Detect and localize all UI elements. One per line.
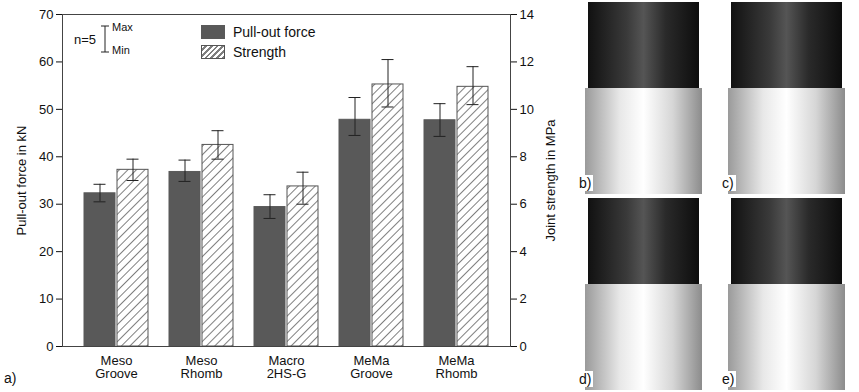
html-text:Strength: Strength — [233, 44, 286, 60]
svg-text:70: 70 — [39, 7, 53, 22]
html-text:e): e) — [722, 371, 735, 387]
svg-text:12: 12 — [520, 54, 534, 69]
html-text:Max: Max — [112, 21, 133, 33]
svg-text:14: 14 — [520, 7, 534, 22]
svg-text:MesoGroove: MesoGroove — [95, 353, 138, 381]
html-text:a): a) — [4, 370, 17, 386]
html-text:n=5: n=5 — [74, 31, 97, 47]
html-text:b): b) — [579, 175, 592, 191]
html-text:c): c) — [722, 175, 734, 191]
svg-text:10: 10 — [39, 291, 53, 306]
svg-text:60: 60 — [39, 54, 53, 69]
html-text:Min: Min — [112, 44, 130, 56]
svg-text:40: 40 — [39, 149, 53, 164]
svg-text:Macro2HS-G: Macro2HS-G — [267, 353, 307, 381]
svg-text:20: 20 — [39, 244, 53, 259]
svg-text:2: 2 — [520, 291, 527, 306]
svg-text:MeMaRhomb: MeMaRhomb — [436, 353, 478, 381]
svg-text:30: 30 — [39, 196, 53, 211]
svg-text:6: 6 — [520, 196, 527, 211]
svg-text:MeMaGroove: MeMaGroove — [350, 353, 393, 381]
svg-text:10: 10 — [520, 102, 534, 117]
svg-text:MesoRhomb: MesoRhomb — [181, 353, 223, 381]
svg-text:4: 4 — [520, 244, 527, 259]
svg-text:0: 0 — [46, 339, 53, 354]
svg-text:Pull-out force in kN: Pull-out force in kN — [14, 126, 29, 236]
html-text:Pull-out force: Pull-out force — [233, 24, 316, 40]
svg-text:0: 0 — [520, 339, 527, 354]
svg-text:Joint strength in MPa: Joint strength in MPa — [543, 119, 558, 242]
svg-text:8: 8 — [520, 149, 527, 164]
svg-text:50: 50 — [39, 102, 53, 117]
html-text:d): d) — [579, 371, 592, 387]
